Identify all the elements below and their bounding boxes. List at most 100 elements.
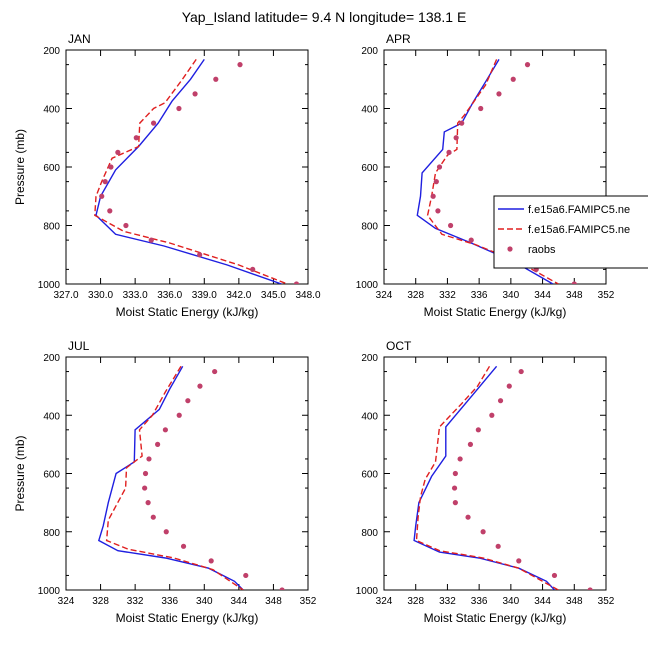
x-tick-label: 328 <box>407 596 424 607</box>
raobs-point <box>102 179 108 185</box>
raobs-point <box>146 456 152 462</box>
raobs-point <box>142 485 148 491</box>
raobs-point <box>506 383 512 389</box>
chart-panel-oct: 324 328 332 336 340 344 348 352 200 400 600 800 1000… <box>356 339 615 625</box>
raobs-point <box>115 149 121 155</box>
x-tick-label: 348.0 <box>295 290 320 301</box>
x-tick-label: 352 <box>598 290 615 301</box>
y-tick-label: 1000 <box>356 280 379 291</box>
raobs-point <box>148 237 154 243</box>
x-tick-label: 348 <box>265 596 282 607</box>
panel-title: JUL <box>68 339 90 353</box>
raobs-point <box>213 76 219 82</box>
raobs-point <box>451 485 458 491</box>
x-tick-label: 336.0 <box>157 290 182 301</box>
x-tick-label: 332 <box>439 596 456 607</box>
y-tick-label: 800 <box>361 222 378 233</box>
x-axis-label: Moist Static Energy (kJ/kg) <box>424 305 567 319</box>
x-tick-label: 332 <box>127 596 144 607</box>
x-tick-label: 324 <box>376 290 393 301</box>
raobs-point <box>453 135 459 141</box>
raobs-point <box>475 427 481 433</box>
raobs-point <box>571 281 577 284</box>
raobs-point <box>212 368 218 375</box>
x-axis-label: Moist Static Energy (kJ/kg) <box>116 305 259 319</box>
raobs-point <box>430 193 436 199</box>
panels: 327.0 330.0 333.0 336.0 339.0 342.0 345.0 348.0… <box>13 32 615 625</box>
x-tick-label: 352 <box>598 596 615 607</box>
plot-frame <box>65 356 309 591</box>
raobs-point <box>155 441 161 447</box>
x-tick-label: 336 <box>471 596 488 607</box>
x-tick-label: 345.0 <box>261 290 286 301</box>
raobs-point <box>587 587 593 590</box>
x-tick-label: 340 <box>503 596 520 607</box>
raobs-point <box>237 62 243 68</box>
x-tick-label: 324 <box>376 596 393 607</box>
raobs-point <box>243 572 249 579</box>
y-tick-label: 200 <box>43 46 60 57</box>
plot-data <box>413 365 593 590</box>
raobs-point <box>197 252 203 258</box>
plot-frame <box>383 356 607 591</box>
y-axis-label: Pressure (mb) <box>13 435 27 511</box>
x-tick-label: 352 <box>300 596 317 607</box>
x-tick-label: 342.0 <box>226 290 251 301</box>
x-tick-label: 324 <box>58 596 75 607</box>
raobs-point <box>162 427 168 433</box>
raobs-point <box>551 572 558 579</box>
raobs-point <box>192 91 198 97</box>
raobs-point <box>107 208 113 214</box>
panel-title: JAN <box>68 32 91 46</box>
y-tick-label: 600 <box>43 163 60 174</box>
raobs-point <box>176 412 182 418</box>
legend-label: f.e15a6.FAMIPC5.ne <box>528 204 630 216</box>
raobs-point <box>279 587 285 590</box>
y-tick-label: 400 <box>43 105 60 116</box>
plot-data <box>94 59 300 284</box>
y-tick-label: 600 <box>43 470 60 481</box>
x-axis-label: Moist Static Energy (kJ/kg) <box>116 611 259 625</box>
raobs-point <box>433 179 439 185</box>
x-tick-label: 328 <box>92 596 109 607</box>
x-tick-label: 344 <box>231 596 248 607</box>
y-tick-label: 200 <box>361 46 378 57</box>
raobs-point <box>516 558 522 564</box>
plot-data <box>416 59 577 284</box>
raobs-point <box>478 105 484 112</box>
raobs-point <box>496 91 502 97</box>
x-tick-label: 328 <box>407 290 424 301</box>
model-line-dashed <box>415 365 559 590</box>
raobs-point <box>435 208 441 214</box>
raobs-point <box>465 514 471 520</box>
raobs-point <box>208 558 214 564</box>
chart-panel-jul: 324 328 332 336 340 344 348 352 200 400 600 800 1000… <box>13 339 317 625</box>
model-line-dashed <box>105 365 244 590</box>
model-line-dashed <box>426 59 559 284</box>
x-tick-label: 348 <box>566 596 583 607</box>
y-tick-label: 200 <box>361 353 378 364</box>
x-tick-label: 333.0 <box>123 290 148 301</box>
x-tick-label: 339.0 <box>192 290 217 301</box>
panel-title: APR <box>386 32 411 46</box>
raobs-point <box>518 368 524 375</box>
y-tick-label: 1000 <box>38 586 61 597</box>
x-tick-label: 348 <box>566 290 583 301</box>
raobs-point <box>185 398 191 404</box>
chart-panel-jan: 327.0 330.0 333.0 336.0 339.0 342.0 345.0 348.0… <box>13 32 321 319</box>
panel-title: OCT <box>386 339 412 353</box>
raobs-point <box>180 543 187 549</box>
y-tick-label: 400 <box>361 105 378 116</box>
y-axis-label: Pressure (mb) <box>13 129 27 205</box>
raobs-point <box>99 193 105 199</box>
y-tick-label: 800 <box>43 528 60 539</box>
x-tick-label: 344 <box>534 596 551 607</box>
raobs-point <box>497 398 504 404</box>
model-line-solid <box>95 59 282 284</box>
legend-label: raobs <box>528 244 556 256</box>
x-tick-label: 330.0 <box>88 290 113 301</box>
raobs-point <box>459 120 465 126</box>
x-tick-label: 340 <box>503 290 520 301</box>
raobs-point <box>457 456 463 462</box>
